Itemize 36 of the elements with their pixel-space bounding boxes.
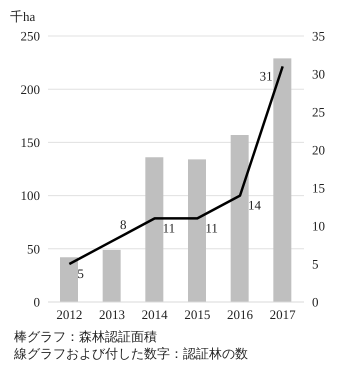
x-tick-label: 2014 bbox=[142, 307, 168, 322]
data-label: 14 bbox=[248, 198, 262, 213]
y-tick-label: 100 bbox=[20, 188, 40, 204]
y-tick-label: 150 bbox=[20, 135, 40, 150]
x-tick-label: 2017 bbox=[270, 307, 296, 322]
x-tick-label: 2015 bbox=[184, 307, 210, 322]
y2-tick-label: 0 bbox=[312, 294, 318, 310]
y2-tick-label: 20 bbox=[312, 142, 325, 158]
y-tick-label: 200 bbox=[20, 82, 40, 97]
data-label: 31 bbox=[260, 68, 273, 84]
x-tick-label: 2013 bbox=[99, 307, 125, 322]
bar bbox=[188, 159, 206, 302]
text: 棒グラフ：森林認証面積 bbox=[14, 328, 158, 345]
bar bbox=[102, 250, 121, 302]
data-label: 5 bbox=[77, 266, 84, 281]
bar bbox=[230, 134, 249, 302]
bar bbox=[145, 157, 164, 302]
y2-tick-label: 5 bbox=[312, 256, 318, 272]
data-label: 8 bbox=[120, 217, 126, 232]
y2-tick-label: 25 bbox=[312, 104, 325, 120]
y-tick-label: 50 bbox=[27, 241, 40, 256]
y-axis-title: 千ha bbox=[10, 8, 36, 26]
y2-tick-label: 30 bbox=[312, 66, 325, 82]
y2-tick-label: 10 bbox=[312, 218, 325, 234]
data-label: 11 bbox=[162, 220, 176, 236]
y2-tick-label: 15 bbox=[312, 180, 325, 196]
line-series bbox=[68, 65, 284, 266]
text: 線グラフおよび付した数字：認証林の数 bbox=[14, 345, 249, 362]
bar bbox=[273, 58, 292, 302]
x-tick-label: 2012 bbox=[56, 307, 82, 322]
y-tick-label: 250 bbox=[20, 28, 40, 44]
data-label: 11 bbox=[205, 220, 218, 236]
y-tick-label: 0 bbox=[34, 294, 40, 310]
y2-tick-label: 35 bbox=[312, 28, 325, 44]
x-tick-label: 2016 bbox=[227, 307, 254, 322]
bar bbox=[60, 257, 78, 302]
